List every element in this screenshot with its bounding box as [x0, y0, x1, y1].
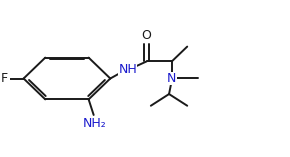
Text: F: F — [0, 72, 7, 85]
Text: O: O — [142, 29, 152, 42]
Text: NH₂: NH₂ — [82, 117, 106, 130]
Text: NH: NH — [118, 63, 137, 76]
Text: N: N — [167, 72, 177, 85]
